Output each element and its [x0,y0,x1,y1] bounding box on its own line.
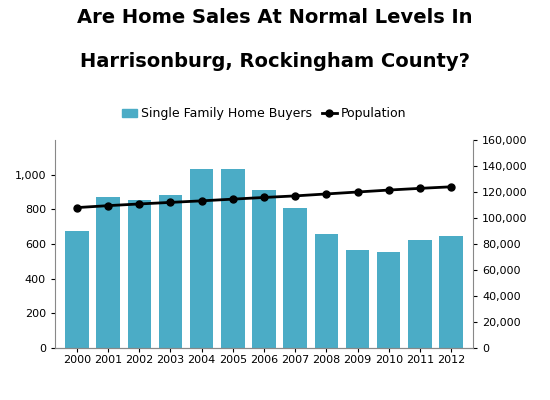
Bar [408,240,432,348]
Bar [190,170,213,348]
Legend: Single Family Home Buyers, Population: Single Family Home Buyers, Population [117,102,411,125]
Text: Harrisonburg, Rockingham County?: Harrisonburg, Rockingham County? [80,52,470,71]
Text: Are Home Sales At Normal Levels In: Are Home Sales At Normal Levels In [77,8,473,27]
Bar [65,231,89,348]
Bar [159,196,182,348]
Bar [439,236,463,348]
Bar [377,252,400,348]
Bar [252,190,276,348]
Bar [221,170,245,348]
Bar [96,197,120,348]
Bar [315,234,338,348]
Bar [346,250,369,348]
Bar [283,208,307,348]
Bar [128,200,151,348]
